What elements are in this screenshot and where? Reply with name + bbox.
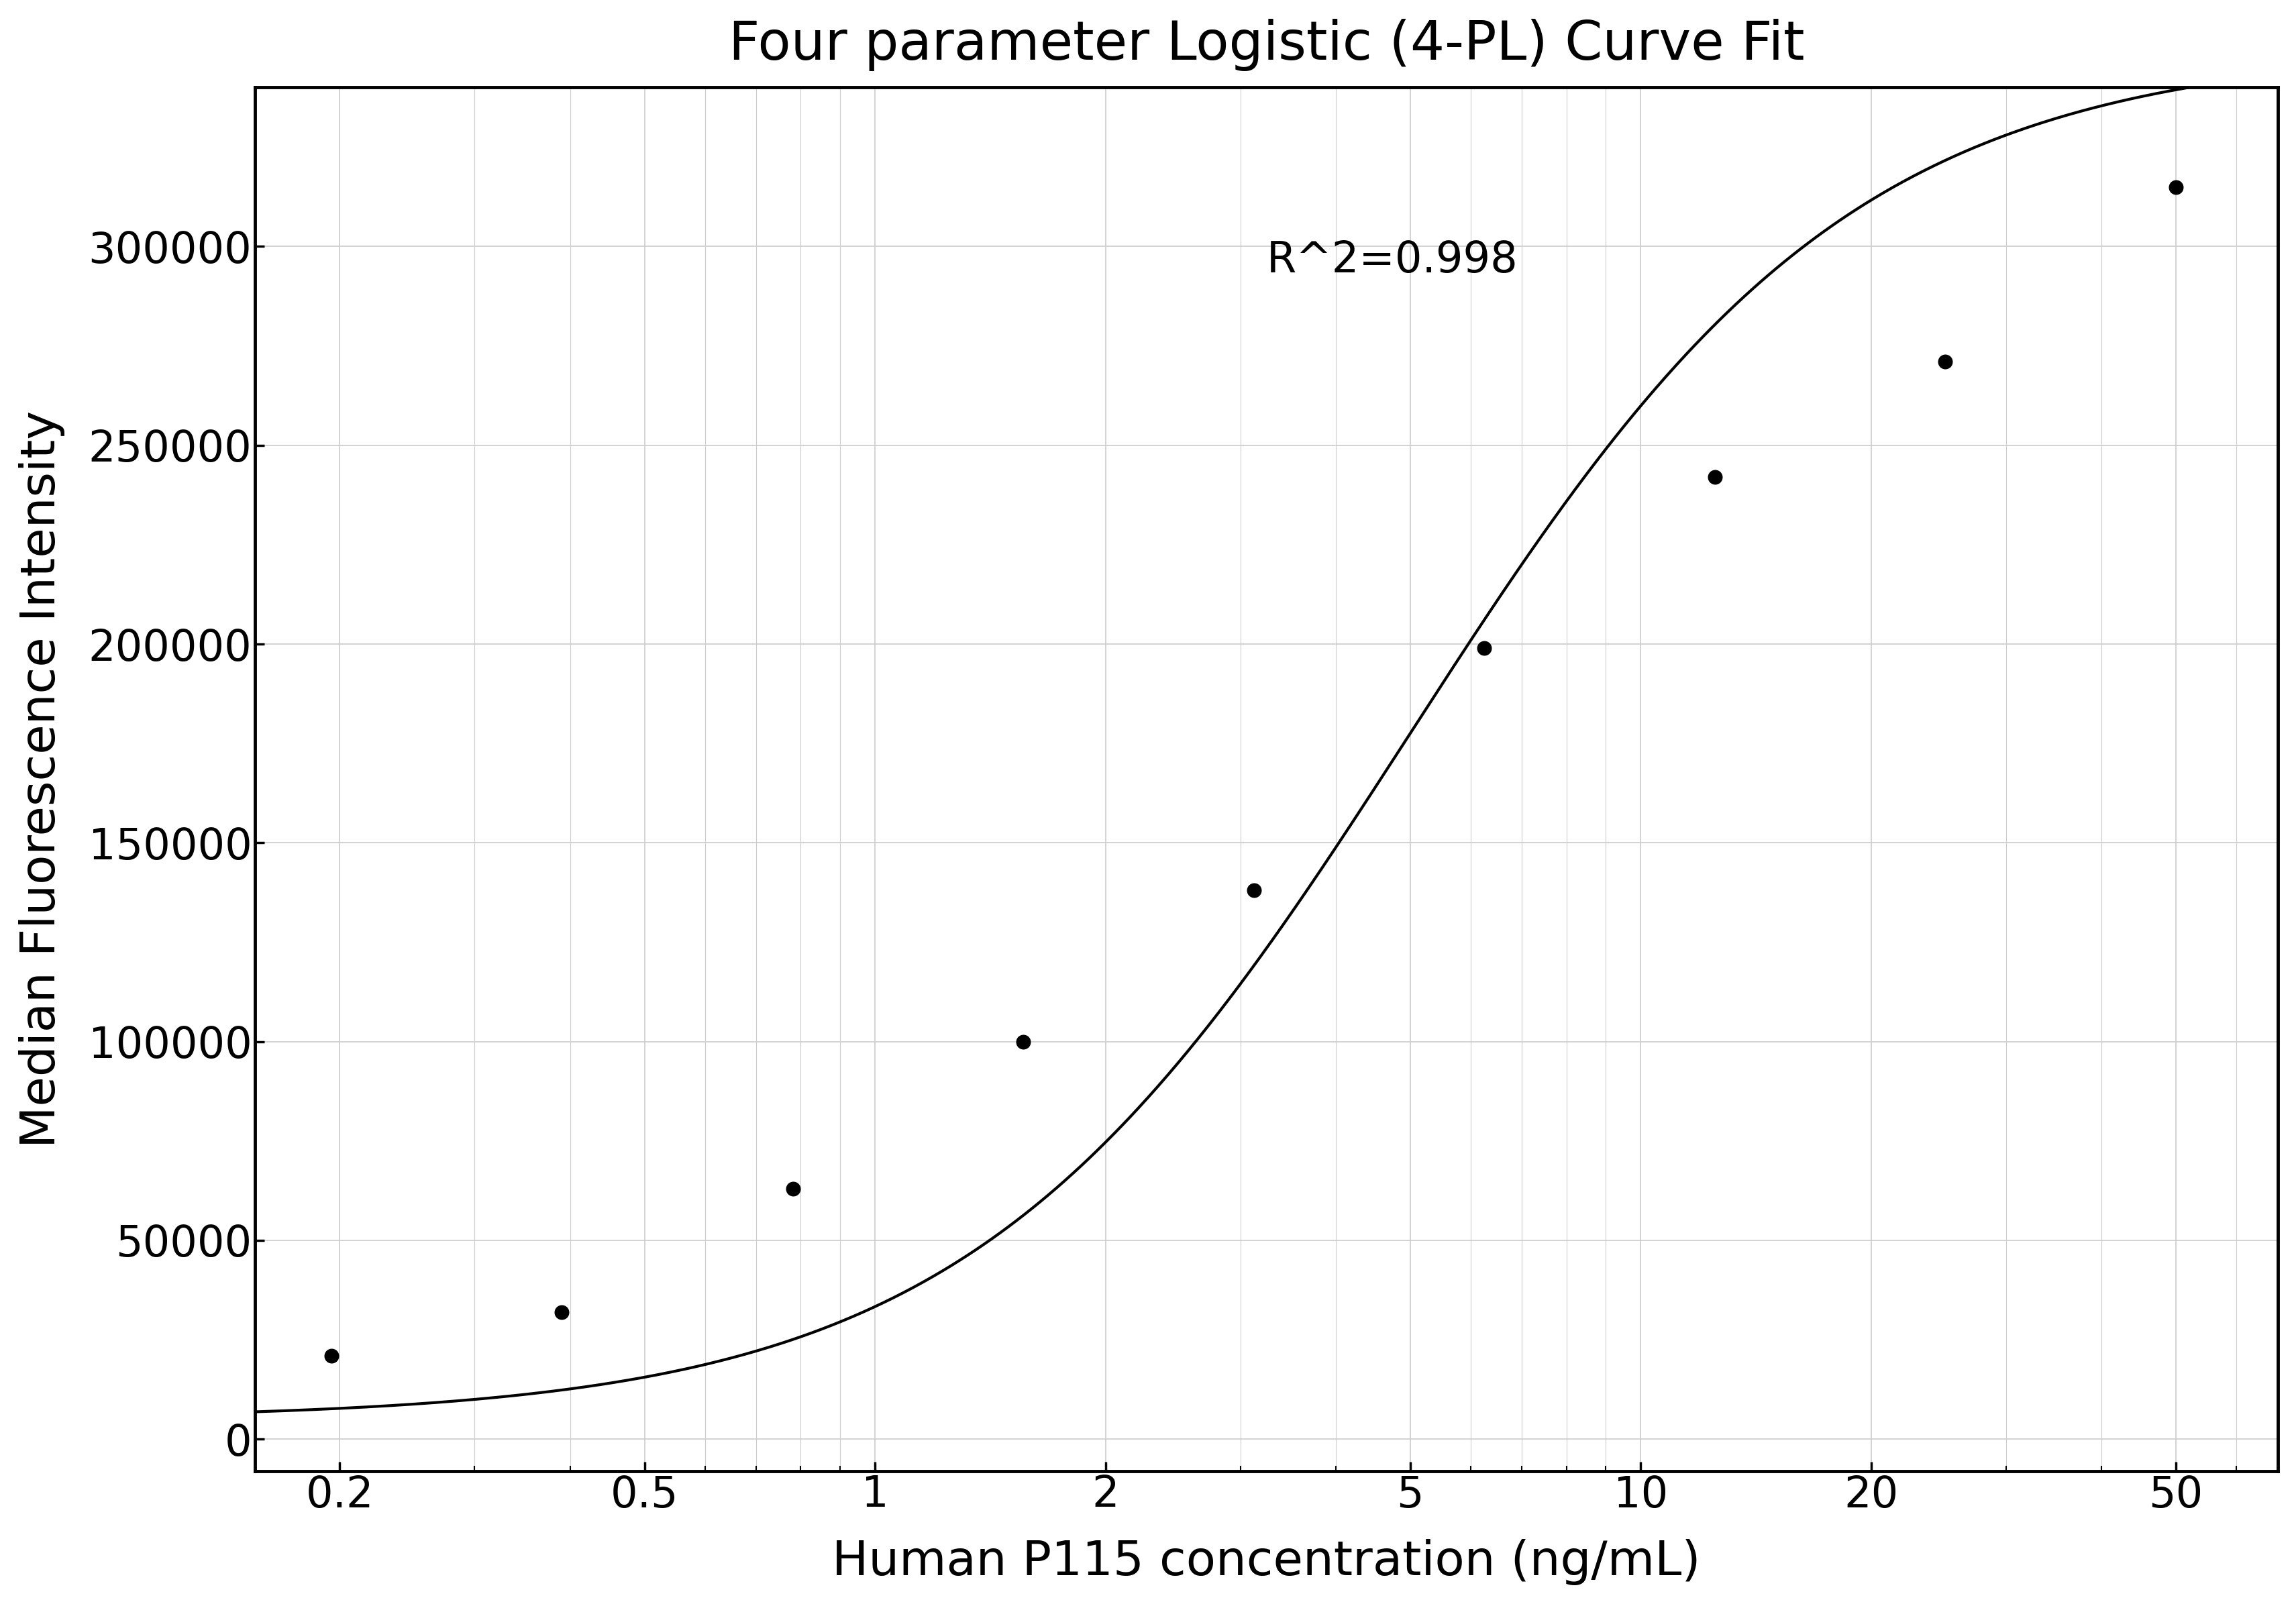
Title: Four parameter Logistic (4-PL) Curve Fit: Four parameter Logistic (4-PL) Curve Fit <box>728 19 1805 71</box>
X-axis label: Human P115 concentration (ng/mL): Human P115 concentration (ng/mL) <box>831 1540 1701 1585</box>
Point <box>1697 464 1733 489</box>
Text: R^2=0.998: R^2=0.998 <box>1265 239 1518 281</box>
Point <box>2156 175 2193 200</box>
Point <box>544 1299 581 1325</box>
Point <box>1235 877 1272 903</box>
Point <box>1006 1028 1042 1054</box>
Y-axis label: Median Fluorescence Intensity: Median Fluorescence Intensity <box>18 411 64 1148</box>
Point <box>1926 350 1963 375</box>
Point <box>1465 635 1502 661</box>
Point <box>312 1343 349 1368</box>
Point <box>774 1176 810 1201</box>
